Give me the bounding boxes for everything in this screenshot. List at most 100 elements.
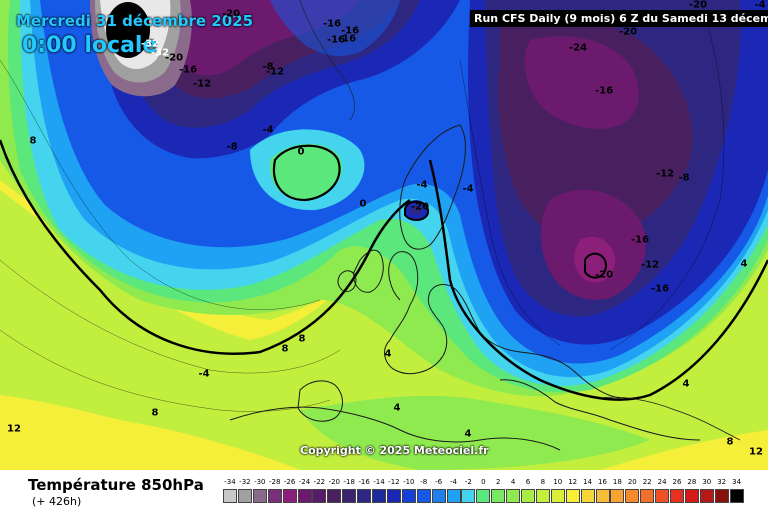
contour-label: -16: [340, 25, 360, 37]
scale-tick-label: -16: [358, 478, 370, 486]
scale-swatch: [580, 489, 595, 503]
legend-bar: Température 850hPa (+ 426h) -34 -32 -30 -28…: [0, 470, 768, 512]
field-green-blob: [269, 144, 342, 200]
scale-swatch: [461, 489, 476, 503]
contour-zero-west: [0, 139, 411, 355]
contour-zero-east: [428, 159, 768, 401]
contour-label: 8: [151, 407, 159, 419]
scale-tick-label: -30: [254, 478, 266, 486]
contour-label: 8: [298, 333, 306, 345]
scale-tick-label: 30: [702, 478, 712, 486]
coastline-ireland: [337, 270, 357, 293]
valid-date: Mercredi 31 décembre 2025: [16, 12, 254, 30]
scale-tick-label: 0: [481, 478, 486, 486]
contour-label: -12: [192, 78, 212, 90]
scale-tick-label: -10: [403, 478, 415, 486]
scale-tick-label: -22: [313, 478, 326, 486]
scale-swatch: [282, 489, 297, 503]
scale-tick-label: 26: [672, 478, 682, 486]
contour-label: 4: [393, 402, 401, 414]
scale-swatch: [431, 489, 446, 503]
isotherm-3: [0, 329, 331, 412]
contour-label: -20: [221, 8, 241, 20]
contour-label: -16: [630, 234, 650, 246]
scale-tick-label: -20: [328, 478, 341, 486]
isotherm-2: [0, 259, 341, 374]
scale-swatch: [640, 489, 655, 503]
scale-swatch: [595, 489, 610, 503]
scale-swatch: [476, 489, 491, 503]
contour-label: 4: [384, 348, 392, 360]
contour-label: -32: [150, 47, 170, 59]
contour-label: -4: [262, 124, 274, 136]
scale-tick-label: -4: [450, 478, 457, 486]
scale-swatch: [670, 489, 684, 503]
scale-tick-label: -24: [298, 478, 311, 486]
scale-tick-label: -26: [283, 478, 296, 486]
scale-swatch: [491, 489, 506, 503]
contour-russia: [584, 252, 608, 279]
contour-label: -16: [322, 18, 342, 30]
scale-swatch: [729, 489, 744, 503]
field-scandinavia-core: [410, 205, 422, 215]
contour-label: -20: [164, 52, 184, 64]
contour-label: 4: [682, 378, 690, 390]
scale-swatch: [655, 489, 670, 503]
valid-time: 0:00 locale: [22, 33, 158, 58]
scale-swatch: [714, 489, 729, 503]
scale-swatch: [446, 489, 461, 503]
coastline-scandinavia: [399, 124, 466, 250]
scale-tick-label: -12: [388, 478, 400, 486]
isotherm-1: [0, 59, 321, 310]
contour-label: -32: [140, 38, 160, 50]
copyright-notice: Copyright © 2025 Meteociel.fr: [300, 444, 489, 457]
scale-tick-label: -28: [268, 478, 281, 486]
contour-label: -16: [178, 64, 198, 76]
scale-swatch: [610, 489, 625, 503]
contour-label: -20: [594, 269, 614, 281]
scale-tick-label: -14: [373, 478, 385, 486]
contour-label: 4: [464, 428, 472, 440]
contour-label: -12: [265, 66, 285, 78]
forecast-hour: (+ 426h): [32, 495, 82, 508]
contour-label: -16: [650, 283, 670, 295]
scale-swatch: [521, 489, 535, 503]
scale-swatch: [327, 489, 342, 503]
scale-swatch: [357, 489, 372, 503]
scale-tick-label: 28: [687, 478, 697, 486]
scale-swatch: [342, 489, 357, 503]
scale-tick-label: -32: [239, 478, 251, 486]
contour-label: -12: [655, 168, 675, 180]
contour-label: 12: [749, 446, 763, 458]
scale-swatch: [565, 489, 580, 503]
scale-swatch: [550, 489, 565, 503]
coastline-europe: [384, 251, 621, 399]
contour-label: -4: [198, 368, 210, 380]
coastline-mediterranean: [229, 406, 561, 451]
contour-label: -24: [568, 42, 588, 54]
scale-swatch: [401, 489, 416, 503]
scale-tick-label: 20: [627, 478, 637, 486]
contour-label: 0: [359, 198, 367, 210]
temperature-field: [0, 0, 768, 470]
scale-swatch: [699, 489, 714, 503]
coastline-black-sea: [499, 379, 701, 441]
coastline-iberia: [297, 380, 343, 422]
contour-label: -8: [678, 172, 690, 184]
contour-label: -20: [618, 26, 638, 38]
scale-swatch: [625, 489, 640, 503]
field-title: Température 850hPa: [28, 476, 204, 494]
scale-tick-label: 22: [642, 478, 652, 486]
contour-label: 12: [7, 423, 21, 435]
contour-label: -4: [462, 183, 474, 195]
scale-tick-label: -8: [420, 478, 428, 486]
scale-tick-label: 18: [612, 478, 622, 486]
scale-swatch: [535, 489, 550, 503]
field-light-green-south: [300, 395, 650, 470]
contour-label: 8: [29, 135, 37, 147]
scale-tick-label: -18: [343, 478, 355, 486]
contour-label: -16: [326, 34, 346, 46]
scale-tick-label: 34: [732, 478, 742, 486]
scale-swatch: [252, 489, 267, 503]
scale-tick-label: -34: [224, 478, 236, 486]
